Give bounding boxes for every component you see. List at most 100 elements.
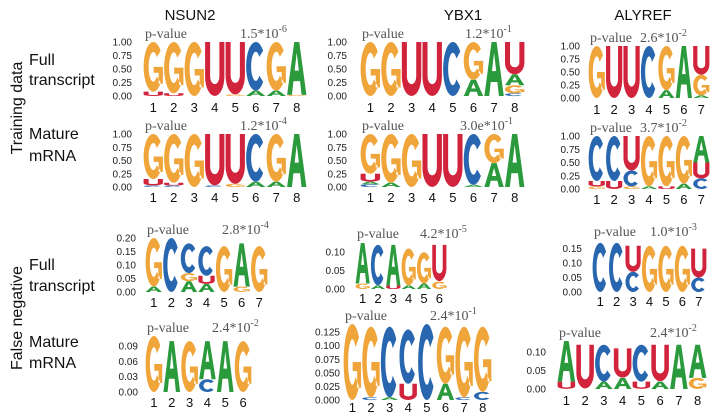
position-number: 6: [470, 190, 477, 205]
position-number: 7: [273, 190, 280, 205]
y-tick-label: 0.03: [119, 372, 139, 383]
nucleotide-U-glyph: [422, 42, 442, 96]
position-number: 4: [405, 400, 412, 415]
sequence-logo-ybx1-row-1: 0.00 0.25 0.50 0.75 1.00 1 2 3 4 5 6 7 8 p-value 1.2*1…: [328, 24, 525, 115]
y-tick-label: 0.75: [328, 143, 348, 154]
row-label-mature-mrna-2: mRNA: [29, 355, 76, 372]
logo-position-3: [625, 245, 641, 293]
logo-position-6: [436, 326, 455, 400]
logo-position-2: [381, 134, 401, 187]
nucleotide-U-glyph: [691, 248, 707, 278]
logo-position-1: [143, 41, 163, 96]
logo-position-4: [401, 248, 416, 289]
sequence-logo-ybx1-row-2: 0.00 0.25 0.50 0.75 1.00 1 2 3 4 5 6 7 8 p-value 3.0e*…: [328, 116, 525, 205]
position-number: 7: [490, 100, 497, 115]
position-number: 4: [429, 100, 436, 115]
position-number: 6: [238, 295, 245, 310]
nucleotide-G-glyph: [504, 85, 525, 94]
position-number: 4: [429, 190, 436, 205]
position-number: 2: [170, 100, 177, 115]
nucleotide-U-glyph: [401, 42, 422, 97]
nucleotide-A-glyph: [693, 95, 710, 98]
nucleotide-G-glyph: [455, 326, 473, 398]
logo-position-5: [216, 341, 234, 392]
row-label-full-transcript-2: transcript: [29, 278, 95, 295]
position-number: 8: [479, 400, 486, 415]
p-value: 2.4*10-2: [212, 318, 259, 336]
logo-position-4: [205, 134, 225, 187]
nucleotide-C-glyph: [595, 344, 611, 382]
nucleotide-G-glyph: [401, 248, 416, 286]
y-tick-label: 0.50: [561, 68, 581, 79]
row-label-mature-mrna-2: mRNA: [29, 148, 76, 165]
y-tick-label: 0.00: [563, 288, 583, 299]
logo-position-6: [246, 134, 266, 187]
position-number: 1: [150, 190, 157, 205]
p-value-exponent: -2: [251, 318, 259, 329]
position-number: 7: [256, 295, 263, 310]
nucleotide-G-glyph: [215, 246, 233, 292]
logo-position-5: [225, 134, 245, 187]
position-number: 5: [638, 393, 645, 408]
nucleotide-A-glyph: [266, 90, 286, 96]
nucleotide-G-glyph: [658, 46, 675, 91]
nucleotide-A-glyph: [199, 341, 216, 380]
y-tick-label: 0.15: [563, 244, 583, 255]
logo-position-7: [484, 42, 504, 96]
sequence-logo-ybx1-row-3: 0.00 0.05 0.10 1 2 3 4 5 6 p-value 4.2*10-5: [326, 224, 467, 306]
logo-position-4: [640, 136, 658, 189]
nucleotide-C-glyph: [205, 185, 223, 187]
nucleotide-C-glyph: [199, 379, 214, 392]
logo-position-7: [691, 248, 707, 292]
nucleotide-C-glyph: [180, 243, 196, 274]
y-tick-label: 0.50: [328, 65, 348, 76]
nucleotide-A-glyph: [693, 136, 710, 163]
position-number: 2: [170, 190, 177, 205]
position-number: 3: [628, 102, 635, 117]
nucleotide-A-glyph: [463, 184, 484, 187]
nucleotide-G-glyph: [360, 133, 381, 174]
logos-layer: 0.000.250.500.751.001 2 3 4 5 6 7 8p-value 1.5*1…: [113, 24, 710, 415]
nucleotide-U-glyph: [632, 381, 651, 389]
nucleotide-A-glyph: [651, 381, 669, 389]
sequence-logo-alyref-row-1: 0.00 0.25 0.50 0.75 1.00 1 2 3 4 5 6 7 p-value 2.6*10…: [561, 28, 710, 117]
logo-position-5: [225, 42, 245, 96]
nucleotide-C-glyph: [362, 397, 378, 401]
position-number: 8: [694, 393, 701, 408]
nucleotide-C-glyph: [418, 324, 434, 400]
logo-position-1: [343, 324, 362, 400]
group-label-training-data: Training data: [9, 62, 26, 155]
p-value-label: p-value: [147, 223, 189, 238]
position-number: 3: [629, 294, 636, 309]
nucleotide-C-glyph: [691, 277, 705, 292]
logo-position-7: [693, 136, 710, 189]
nucleotide-G-glyph: [164, 134, 184, 183]
nucleotide-G-glyph: [266, 134, 286, 182]
position-number: 1: [563, 393, 570, 408]
y-tick-label: 0.050: [315, 368, 340, 379]
logo-position-3: [401, 42, 422, 97]
nucleotide-G-glyph: [693, 74, 710, 96]
nucleotide-U-glyph: [658, 186, 675, 190]
y-tick-label: 0.05: [117, 274, 137, 285]
sequence-logo-alyref-row-3: 0.00 0.05 0.10 0.15 1 2 3 4 5 6 7 p-value 1.0*10-3: [563, 222, 707, 309]
nucleotide-C-glyph: [443, 42, 461, 96]
y-tick-label: 0.50: [328, 156, 348, 167]
logo-position-2: [163, 341, 181, 392]
p-value-label: p-value: [559, 326, 601, 341]
position-number: 2: [387, 190, 394, 205]
position-number: 7: [490, 190, 497, 205]
logo-position-2: [362, 326, 380, 401]
column-header-ybx1: YBX1: [444, 7, 482, 24]
nucleotide-A-glyph: [436, 383, 455, 400]
p-value: 3.7*10-2: [640, 118, 687, 136]
nucleotide-A-glyph: [504, 74, 525, 86]
position-number: 7: [460, 400, 467, 415]
nucleotide-A-glyph: [216, 341, 234, 392]
p-value-exponent: -2: [679, 118, 687, 129]
y-tick-label: 0.50: [561, 158, 581, 169]
y-tick-label: 0.100: [315, 341, 340, 352]
logo-position-6: [432, 244, 447, 290]
nucleotide-U-glyph: [360, 173, 381, 182]
position-number: 2: [582, 393, 589, 408]
